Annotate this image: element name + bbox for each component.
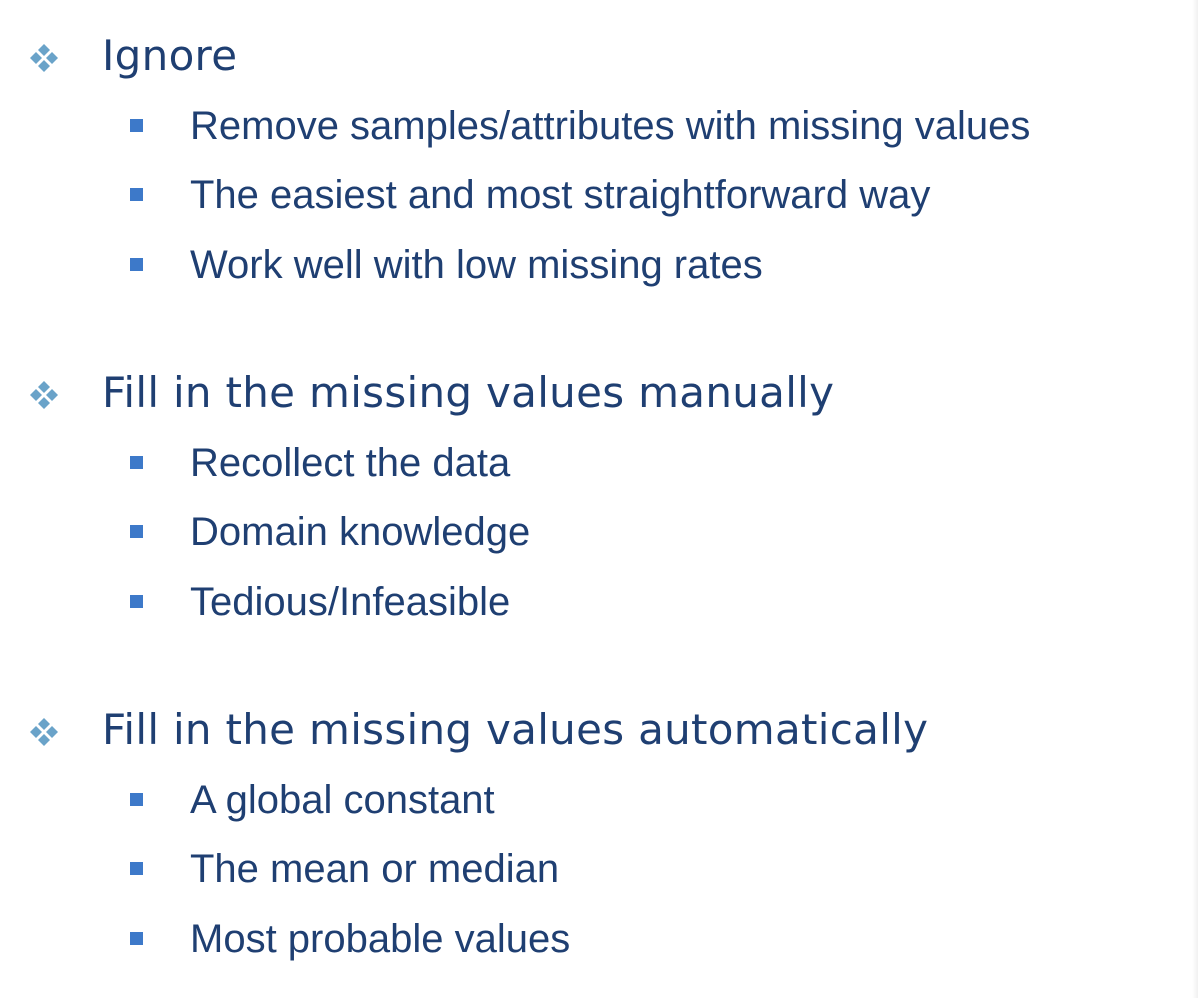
list-item: A global constant [0, 772, 1190, 828]
list-item: Recollect the data [0, 435, 1190, 491]
list-item: Remove samples/attributes with missing v… [0, 98, 1190, 154]
list-item-text: The easiest and most straightforward way [190, 173, 931, 217]
section-heading: Ignore [102, 31, 238, 80]
section-heading-row: Fill in the missing values automatically [0, 700, 1190, 760]
list-item-text: Remove samples/attributes with missing v… [190, 104, 1031, 148]
list-item: The mean or median [0, 841, 1190, 897]
list-item: Work well with low missing rates [0, 237, 1190, 293]
list-item-text: Recollect the data [190, 441, 511, 485]
square-bullet-icon [130, 456, 143, 469]
list-item: Most probable values [0, 911, 1190, 967]
four-diamond-bullet-icon [30, 44, 58, 72]
square-bullet-icon [130, 188, 143, 201]
list-item: The easiest and most straightforward way [0, 167, 1190, 223]
square-bullet-icon [130, 119, 143, 132]
square-bullet-icon [130, 932, 143, 945]
section-heading: Fill in the missing values automatically [102, 705, 929, 754]
list-item-text: Most probable values [190, 917, 571, 961]
list-item: Domain knowledge [0, 504, 1190, 560]
four-diamond-bullet-icon [30, 718, 58, 746]
list-item: Tedious/Infeasible [0, 574, 1190, 630]
slide-edge-shadow [1192, 0, 1198, 998]
square-bullet-icon [130, 258, 143, 271]
section-heading: Fill in the missing values manually [102, 368, 835, 417]
list-item-text: The mean or median [190, 847, 560, 891]
list-item-text: Tedious/Infeasible [190, 580, 511, 624]
section-heading-row: Ignore [0, 26, 1190, 86]
square-bullet-icon [130, 793, 143, 806]
list-item-text: Work well with low missing rates [190, 243, 763, 287]
four-diamond-bullet-icon [30, 381, 58, 409]
list-item-text: Domain knowledge [190, 510, 531, 554]
square-bullet-icon [130, 525, 143, 538]
square-bullet-icon [130, 862, 143, 875]
section-heading-row: Fill in the missing values manually [0, 363, 1190, 423]
list-item-text: A global constant [190, 778, 495, 822]
square-bullet-icon [130, 595, 143, 608]
